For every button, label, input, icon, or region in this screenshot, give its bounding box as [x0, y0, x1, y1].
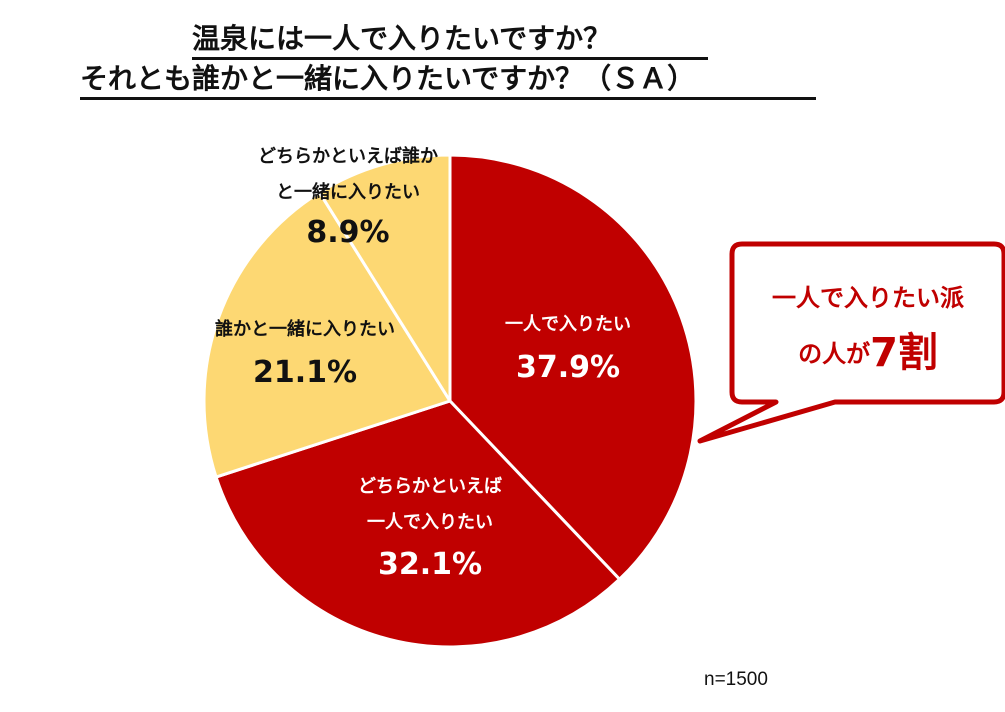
slice-value-rather-together: 8.9% — [306, 215, 389, 250]
slice-label-rather-together-line-1: どちらかといえば誰か — [258, 145, 438, 167]
slice-label-rather-together-line-2: と一緒に入りたい — [276, 181, 420, 203]
slice-value-together: 21.1% — [253, 355, 357, 390]
callout-line-1: 一人で入りたい派 — [772, 284, 964, 312]
chart-title-line-1: 温泉には一人で入りたいですか？ — [192, 22, 708, 60]
pie-slice-together — [202, 190, 452, 479]
callout-emphasis: 7割 — [870, 330, 938, 376]
chart-title-line-2: それとも誰かと一緒に入りたいですか？（ＳＡ） — [80, 62, 816, 100]
slice-label-together-line-1: 誰かと一緒に入りたい — [215, 318, 395, 340]
pie-slices — [202, 153, 698, 649]
slice-label-alone-line-1: 一人で入りたい — [505, 314, 631, 335]
pie-slice-labels: 一人で入りたい37.9%どちらかといえば一人で入りたい32.1%誰かと一緒に入り… — [215, 145, 631, 582]
slice-label-rather-alone-line-2: 一人で入りたい — [367, 512, 493, 533]
slice-label-rather-alone-line-1: どちらかといえば — [358, 476, 502, 497]
slice-value-alone: 37.9% — [516, 350, 620, 385]
pie-slice-rather-together — [317, 153, 452, 403]
sample-size: n=1500 — [704, 669, 768, 690]
callout-line-2: の人が7割 — [748, 320, 988, 378]
pie-slice-rather-alone — [214, 399, 622, 649]
callout-bubble — [697, 241, 1005, 444]
pie-slice-alone — [448, 153, 698, 581]
slice-value-rather-alone: 32.1% — [378, 547, 482, 582]
callout-prefix: の人が — [798, 340, 871, 368]
